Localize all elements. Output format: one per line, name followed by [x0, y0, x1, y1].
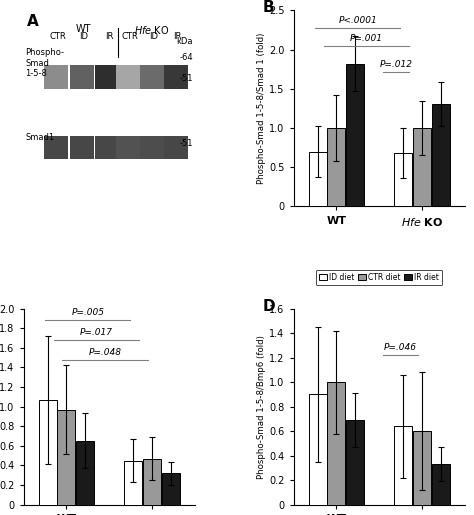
Text: P=.017: P=.017 [80, 328, 113, 337]
Bar [309, 151, 327, 207]
Bar [44, 65, 68, 89]
Text: kDa: kDa [176, 37, 193, 46]
Text: WT: WT [76, 24, 91, 34]
Bar [309, 394, 327, 505]
Text: P=.012: P=.012 [380, 60, 413, 68]
Text: CTR: CTR [49, 32, 66, 41]
Text: P=.001: P=.001 [350, 33, 383, 43]
Text: P<.0001: P<.0001 [338, 15, 377, 25]
Bar [164, 136, 188, 160]
Bar [116, 136, 140, 160]
Bar [76, 441, 94, 505]
Text: IR: IR [173, 32, 182, 41]
Bar [394, 426, 412, 505]
Y-axis label: Phospho-Smad 1-5-8/Bmp6 (fold): Phospho-Smad 1-5-8/Bmp6 (fold) [257, 335, 266, 478]
Bar [164, 65, 188, 89]
Text: -51: -51 [179, 75, 193, 83]
Bar [346, 64, 364, 207]
Bar [346, 420, 364, 505]
Bar [328, 382, 345, 505]
Bar [57, 409, 75, 505]
Y-axis label: Phospho-Smad 1-5-8/Smad 1 (fold): Phospho-Smad 1-5-8/Smad 1 (fold) [257, 33, 266, 184]
Bar [328, 128, 345, 207]
Bar [140, 136, 164, 160]
Bar [39, 400, 56, 505]
Text: ID: ID [149, 32, 158, 41]
Bar [394, 153, 412, 207]
Text: IR: IR [105, 32, 113, 41]
Bar [143, 458, 161, 505]
Text: ID: ID [79, 32, 88, 41]
Text: Phospho-
Smad
1-5-8: Phospho- Smad 1-5-8 [26, 48, 64, 78]
Bar [432, 105, 449, 207]
Text: -51: -51 [179, 139, 193, 148]
Text: D: D [263, 299, 275, 314]
Text: P=.046: P=.046 [384, 343, 417, 352]
Bar [162, 473, 180, 505]
Bar [413, 128, 431, 207]
Bar [140, 65, 164, 89]
Text: Smad1: Smad1 [26, 133, 55, 142]
Legend: ID diet, CTR diet, IR diet: ID diet, CTR diet, IR diet [316, 270, 442, 285]
Text: P=.048: P=.048 [88, 348, 121, 356]
Text: $\it{Hfe}$ KO: $\it{Hfe}$ KO [134, 24, 170, 36]
Bar [95, 136, 119, 160]
Text: A: A [27, 14, 39, 29]
Bar [116, 65, 140, 89]
Text: P=.005: P=.005 [71, 308, 104, 317]
Text: CTR: CTR [121, 32, 138, 41]
Bar [95, 65, 119, 89]
Text: -64: -64 [179, 53, 193, 62]
Bar [70, 65, 94, 89]
Bar [413, 431, 431, 505]
Bar [44, 136, 68, 160]
Bar [124, 460, 142, 505]
Bar [70, 136, 94, 160]
Bar [432, 464, 449, 505]
Text: B: B [263, 1, 274, 15]
